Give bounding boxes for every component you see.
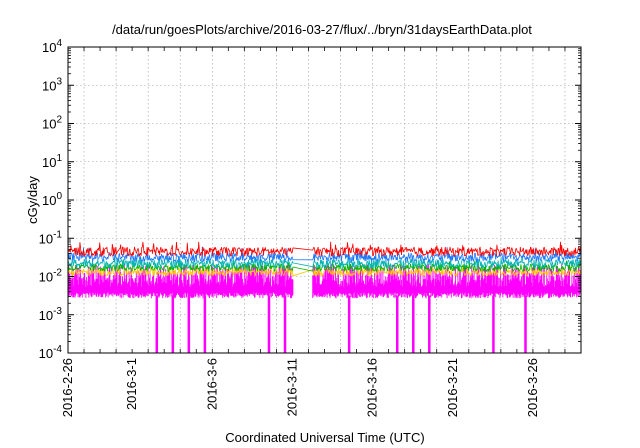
x-tick-label: 2016-3-16 — [365, 358, 380, 417]
series-dropouts — [155, 295, 527, 353]
y-tick-label: 100 — [42, 191, 62, 208]
data-series — [68, 264, 582, 353]
series-trace — [68, 246, 582, 262]
data-series — [68, 246, 582, 262]
series-trace — [68, 254, 582, 269]
y-tick-label: 101 — [42, 153, 62, 170]
x-tick-label: 2016-2-26 — [60, 358, 75, 417]
series-trace — [68, 241, 582, 257]
x-tick-labels: 2016-2-26 2016-3-1 2016-3-6 2016-3-11 2016-3… — [60, 358, 540, 417]
data-series — [68, 254, 582, 269]
x-tick-label: 2016-3-11 — [284, 358, 299, 416]
x-tick-label: 2016-3-1 — [124, 358, 139, 410]
chart-title: /data/run/goesPlots/archive/2016-03-27/f… — [112, 22, 532, 37]
x-tick-label: 2016-3-26 — [525, 358, 540, 417]
y-tick-label: 10-4 — [39, 344, 63, 361]
y-axis-label: cGy/day — [25, 176, 40, 224]
series-trace — [68, 264, 582, 277]
x-tick-label: 2016-3-21 — [445, 358, 460, 417]
y-tick-label: 104 — [42, 38, 62, 55]
y-tick-label: 102 — [42, 115, 62, 132]
x-tick-label: 2016-3-6 — [204, 358, 219, 410]
data-series — [68, 264, 582, 277]
axis-ticks — [67, 46, 582, 354]
x-axis-label: Coordinated Universal Time (UTC) — [225, 430, 424, 445]
y-tick-label: 103 — [42, 76, 62, 93]
y-tick-labels: 10-4 10-3 10-2 10-1 100 101 102 103 104 — [39, 38, 63, 361]
grid-lines — [68, 47, 581, 353]
y-tick-label: 10-3 — [39, 306, 63, 323]
data-series — [68, 241, 582, 257]
series-layer — [68, 241, 582, 353]
y-tick-label: 10-2 — [39, 268, 63, 285]
y-tick-label: 10-1 — [39, 229, 63, 246]
